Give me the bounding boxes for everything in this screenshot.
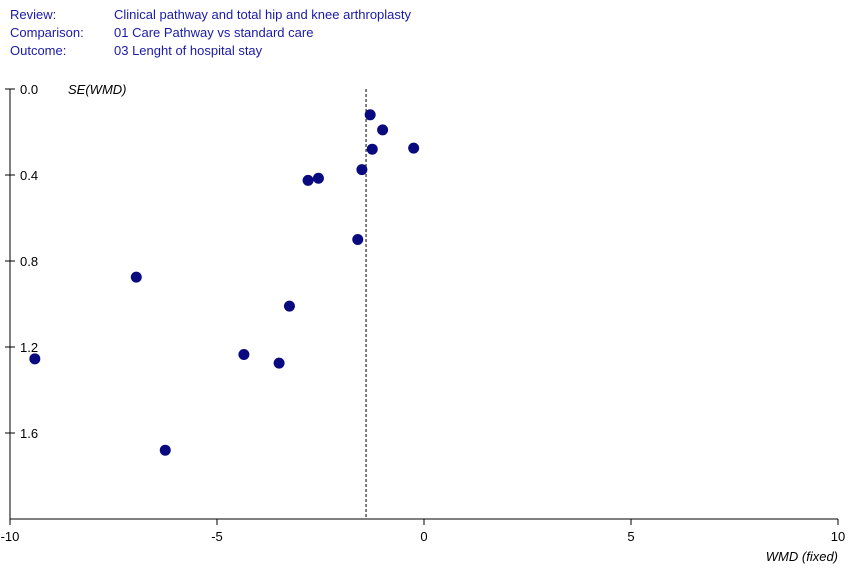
x-axis-title: WMD (fixed) (766, 549, 838, 564)
x-tick-label: -5 (211, 529, 223, 544)
outcome-value: 03 Lenght of hospital stay (114, 43, 263, 58)
review-row: Review: Clinical pathway and total hip a… (10, 6, 411, 24)
outcome-label: Outcome: (10, 43, 67, 58)
data-points (29, 109, 420, 456)
y-axis-title: SE(WMD) (68, 82, 127, 97)
data-point (283, 300, 295, 312)
data-point (238, 349, 250, 361)
data-point (366, 143, 378, 155)
review-label: Review: (10, 7, 57, 22)
data-point (352, 234, 364, 245)
data-point (408, 142, 420, 154)
data-point (364, 109, 376, 121)
data-point (273, 357, 285, 369)
y-tick-label: 0.4 (20, 168, 38, 183)
data-point (159, 444, 171, 456)
data-point (356, 164, 368, 176)
data-point (130, 271, 142, 283)
data-point (312, 172, 324, 184)
data-point (29, 353, 41, 365)
y-tick-label: 0.0 (20, 82, 38, 97)
comparison-label: Comparison: (10, 25, 84, 40)
x-tick-label: 10 (831, 529, 845, 544)
y-tick-label: 1.6 (20, 426, 38, 441)
y-tick-label: 0.8 (20, 254, 38, 269)
axes: 0.0 0.4 0.8 1.2 1.6 -10 -5 0 5 10 (1, 82, 846, 544)
data-point (302, 174, 314, 186)
outcome-row: Outcome: 03 Lenght of hospital stay (10, 42, 411, 60)
x-tick-label: 5 (627, 529, 634, 544)
chart-header: Review: Clinical pathway and total hip a… (10, 6, 411, 60)
x-tick-label: -10 (1, 529, 20, 544)
comparison-row: Comparison: 01 Care Pathway vs standard … (10, 24, 411, 42)
review-value: Clinical pathway and total hip and knee … (114, 7, 412, 22)
data-point (377, 124, 389, 136)
x-tick-label: 0 (420, 529, 427, 544)
comparison-value: 01 Care Pathway vs standard care (114, 25, 314, 40)
y-tick-label: 1.2 (20, 340, 38, 355)
